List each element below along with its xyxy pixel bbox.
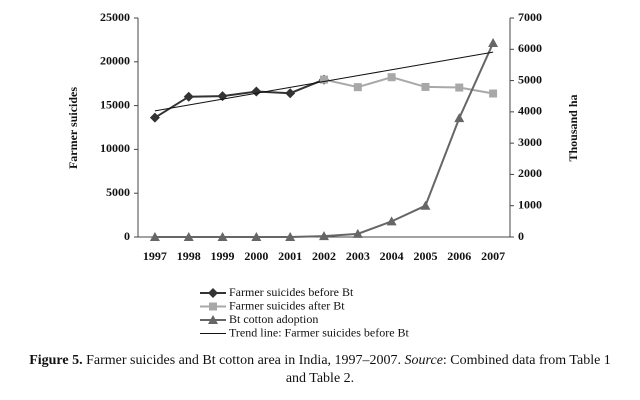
y2-tick-label: 4000 [518, 104, 542, 118]
caption-text: Farmer suicides and Bt cotton area in In… [86, 353, 402, 368]
marker [285, 88, 296, 99]
y-axis-label: Farmer suicides [66, 87, 80, 169]
marker [421, 82, 430, 91]
x-tick-label: 2006 [447, 249, 471, 263]
marker [208, 315, 218, 324]
marker [209, 302, 217, 311]
legend-label: Farmer suicides before Bt [229, 285, 354, 299]
marker [420, 200, 431, 210]
x-tick-label: 2001 [278, 249, 302, 263]
caption: Figure 5. Farmer suicides and Bt cotton … [20, 352, 620, 388]
marker [319, 231, 329, 241]
y-tick-label: 10000 [100, 141, 130, 155]
y-tick-label: 0 [124, 229, 130, 243]
legend-label: Farmer suicides after Bt [229, 298, 345, 312]
y2-tick-label: 5000 [518, 72, 542, 86]
marker [149, 232, 160, 241]
legend-label: Bt cotton adoption [229, 312, 318, 326]
y-tick-label: 15000 [100, 97, 130, 111]
y2-tick-label: 0 [518, 229, 524, 243]
series-line [154, 51, 494, 112]
x-tick-label: 1999 [211, 249, 235, 263]
y-tick-label: 25000 [100, 10, 130, 24]
x-tick-label: 2007 [481, 249, 505, 263]
caption-source-label: Source [404, 353, 443, 368]
marker [251, 232, 262, 241]
x-tick-label: 2000 [244, 249, 268, 263]
y-tick-label: 20000 [100, 54, 130, 68]
caption-label: Figure 5. [29, 353, 83, 368]
series-line [154, 78, 325, 119]
marker [217, 232, 228, 241]
marker [455, 83, 464, 92]
marker [285, 232, 296, 241]
x-tick-label: 2002 [312, 249, 336, 263]
y2-tick-label: 3000 [518, 135, 542, 149]
marker [183, 232, 194, 241]
y2-axis-label: Thousand ha [566, 94, 580, 161]
marker [149, 112, 160, 123]
y2-tick-label: 6000 [518, 41, 542, 55]
marker [251, 86, 262, 97]
caption-source-text: : Combined data from Table 1 and Table 2… [285, 353, 611, 386]
marker [387, 73, 396, 82]
y2-tick-label: 2000 [518, 166, 542, 180]
chart: Farmer suicides Thousand ha 050001000015… [66, 10, 580, 340]
marker [352, 228, 363, 238]
marker [208, 288, 218, 298]
y2-tick-label: 7000 [518, 10, 542, 24]
x-tick-label: 2005 [413, 249, 437, 263]
x-tick-label: 1997 [143, 249, 167, 263]
series-line [323, 76, 494, 95]
legend-label: Trend line: Farmer suicides before Bt [229, 325, 410, 339]
marker [183, 91, 194, 102]
x-tick-label: 1998 [177, 249, 201, 263]
marker [353, 83, 362, 92]
marker [488, 38, 499, 48]
x-tick-label: 2004 [380, 249, 404, 263]
marker [454, 113, 465, 123]
y2-tick-label: 1000 [518, 197, 542, 211]
marker [320, 75, 328, 84]
marker [489, 89, 498, 98]
x-tick-label: 2003 [346, 249, 370, 263]
series-line [154, 42, 495, 238]
y-tick-label: 5000 [106, 185, 130, 199]
marker [386, 216, 397, 226]
